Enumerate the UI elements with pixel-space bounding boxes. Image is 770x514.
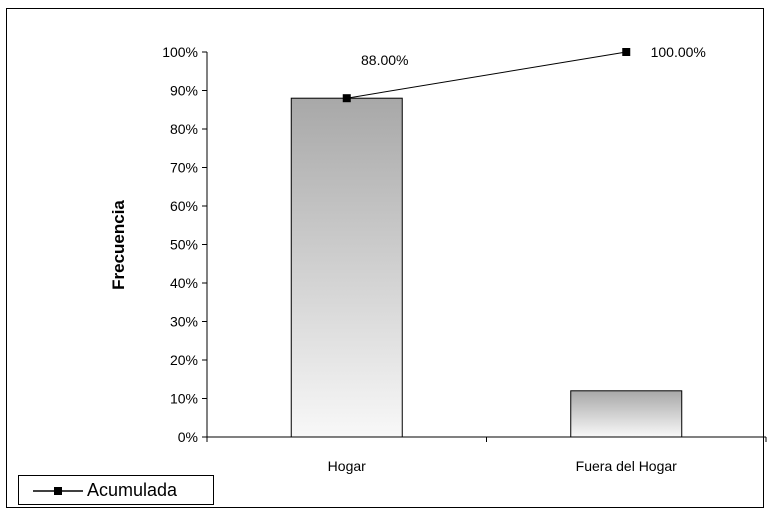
line-marker [622, 48, 631, 56]
legend: Acumulada [18, 475, 214, 505]
x-tick-label: Fuera del Hogar [576, 458, 678, 474]
bar [570, 390, 683, 438]
y-axis: 0% 10% 20% 30% 40% 50% 60% 70% 80% 90% 100% [162, 44, 208, 445]
line-series-path [346, 51, 627, 99]
cumulative-line: 88.00% 100.00% [342, 44, 706, 103]
data-label: 88.00% [361, 52, 408, 68]
bars [290, 97, 683, 438]
y-tick-label: 20% [170, 352, 198, 368]
chart-frame [6, 8, 764, 508]
y-tick-label: 30% [170, 314, 198, 330]
y-tick-label: 90% [170, 83, 198, 99]
y-tick-label: 0% [178, 429, 198, 445]
x-tick-label: Hogar [328, 458, 366, 474]
y-tick-label: 80% [170, 121, 198, 137]
y-tick-label: 40% [170, 275, 198, 291]
y-tick-label: 70% [170, 160, 198, 176]
legend-marker-swatch [54, 487, 62, 495]
y-tick-label: 10% [170, 391, 198, 407]
y-tick-label: 100% [162, 44, 198, 60]
y-axis-title: Frecuencia [109, 200, 128, 290]
line-marker [342, 94, 351, 103]
data-label: 100.00% [651, 44, 706, 60]
bar [290, 97, 403, 438]
legend-label: Acumulada [87, 480, 178, 500]
y-tick-label: 60% [170, 198, 198, 214]
x-axis: Hogar Fuera del Hogar [206, 436, 767, 474]
y-tick-label: 50% [170, 237, 198, 253]
